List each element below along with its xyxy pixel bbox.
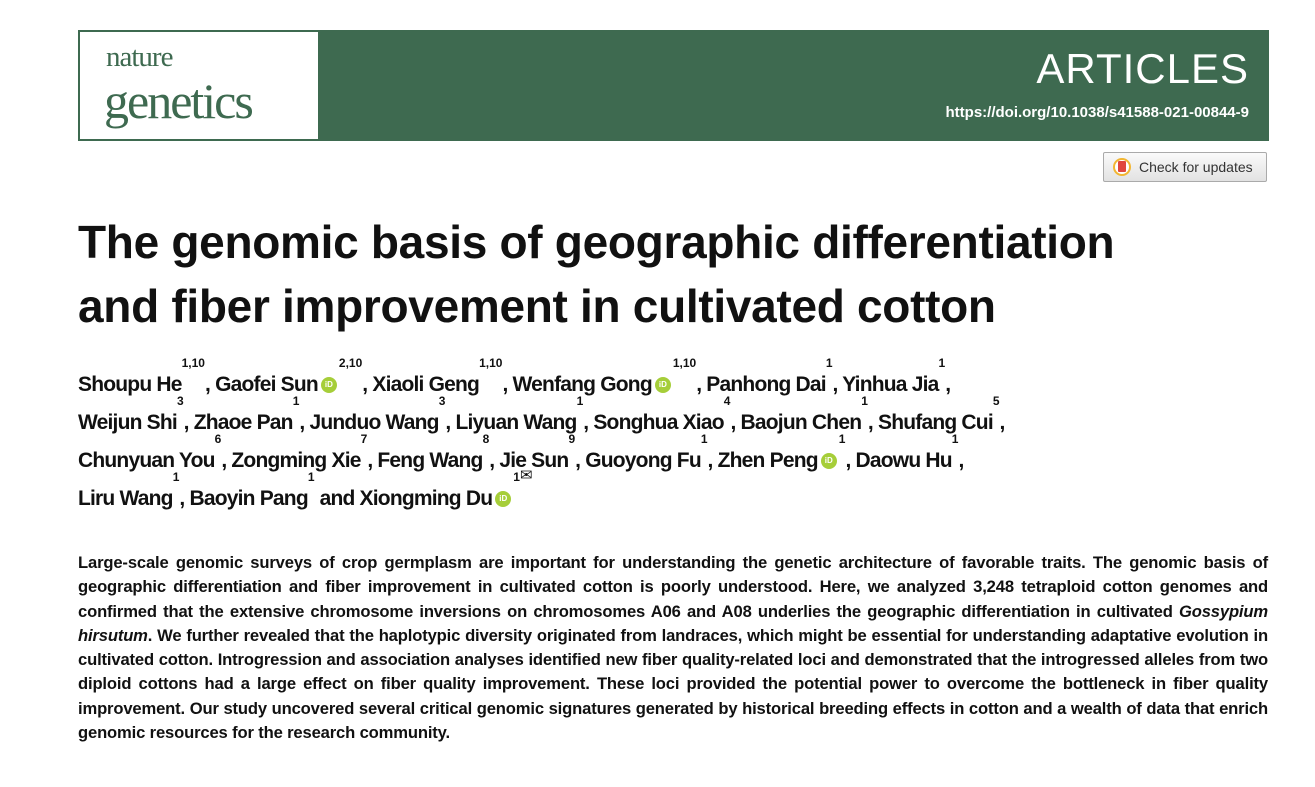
affiliation-sup[interactable]: 1 [700, 432, 708, 446]
author-separator: , [945, 373, 951, 396]
author-separator: , [445, 411, 456, 434]
orcid-icon[interactable]: iD [820, 453, 837, 470]
author-name[interactable]: Feng Wang [377, 449, 483, 472]
affiliation-sup[interactable]: 1 [292, 394, 300, 408]
journal-logo[interactable]: nature genetics [80, 32, 318, 139]
author-separator: , [299, 411, 310, 434]
author-list: Shoupu He1,10, Gaofei Sun iD2,10, Xiaoli … [78, 357, 1298, 518]
author-name[interactable]: Shoupu He [78, 373, 182, 396]
author-name[interactable]: Xiaoli Geng [372, 373, 480, 396]
author-name[interactable]: Songhua Xiao [593, 411, 724, 434]
affiliation-sup[interactable]: 7 [360, 432, 368, 446]
author-name[interactable]: Zhaoe Pan [193, 411, 294, 434]
mail-icon[interactable]: ✉ [519, 467, 533, 484]
author-name[interactable]: Chunyuan You [78, 449, 215, 472]
journal-banner: nature genetics ARTICLES https://doi.org… [78, 30, 1269, 141]
author-separator: , [999, 411, 1006, 434]
affiliation-sup[interactable]: 6 [214, 432, 222, 446]
affiliation-sup[interactable]: 9 [568, 432, 576, 446]
author-separator: , [958, 449, 964, 472]
author-name[interactable]: Shufang Cui [878, 411, 994, 434]
author-name[interactable]: Yinhua Jia [842, 373, 939, 396]
author-separator: , [183, 411, 194, 434]
author-name[interactable]: Zhen Peng [717, 449, 819, 472]
author-name[interactable]: Baojun Chen [740, 411, 863, 434]
crossmark-icon [1113, 158, 1131, 176]
author-name[interactable]: Jie Sun [499, 449, 569, 472]
affiliation-sup[interactable]: 2,10 [338, 356, 363, 370]
check-for-updates-button[interactable]: Check for updates [1103, 152, 1267, 182]
author-name[interactable]: Gaofei Sun [215, 373, 319, 396]
author-separator: , [367, 449, 378, 472]
abstract: Large-scale genomic surveys of crop germ… [78, 551, 1268, 745]
author-name[interactable]: Xiongming Du [359, 487, 494, 510]
affiliation-sup[interactable]: 1 [513, 470, 520, 484]
author-separator: , [707, 449, 718, 472]
author-separator: , [845, 449, 856, 472]
affiliation-sup[interactable]: 1,10 [181, 356, 205, 370]
abstract-part2: . We further revealed that the haplotypi… [78, 625, 1268, 743]
orcid-icon[interactable]: iD [495, 491, 512, 508]
author-separator: , [489, 449, 500, 472]
affiliation-sup[interactable]: 1,10 [672, 356, 697, 370]
author-separator: , [502, 373, 513, 396]
section-label: ARTICLES [1036, 45, 1249, 92]
affiliation-sup[interactable]: 5 [992, 394, 1000, 408]
affiliation-sup[interactable]: 3 [176, 394, 184, 408]
abstract-part1: Large-scale genomic surveys of crop germ… [78, 553, 1268, 621]
author-separator: , [221, 449, 232, 472]
author-separator: , [204, 373, 216, 396]
author-separator: , [730, 411, 741, 434]
affiliation-sup[interactable]: 1 [838, 432, 846, 446]
author-separator: , [696, 373, 707, 396]
author-name[interactable]: Weijun Shi [78, 411, 178, 434]
author-separator: , [575, 449, 586, 472]
author-separator: , [179, 487, 190, 510]
author-name[interactable]: Liru Wang [78, 487, 173, 510]
title-line2: and fiber improvement in cultivated cott… [78, 280, 996, 332]
orcid-icon[interactable]: iD [320, 377, 337, 394]
affiliation-sup[interactable]: 1 [307, 470, 315, 484]
article-title: The genomic basis of geographic differen… [78, 210, 1115, 338]
author-name[interactable]: Guoyong Fu [585, 449, 701, 472]
logo-line2: genetics [104, 73, 254, 129]
author-separator: and [314, 487, 360, 510]
affiliation-sup[interactable]: 4 [723, 394, 731, 408]
author-separator: , [362, 373, 373, 396]
affiliation-sup[interactable]: 1 [172, 470, 180, 484]
author-name[interactable]: Liyuan Wang [455, 411, 577, 434]
affiliation-sup[interactable]: 1 [576, 394, 584, 408]
doi-link[interactable]: https://doi.org/10.1038/s41588-021-00844… [945, 104, 1250, 121]
affiliation-sup[interactable]: 1 [825, 356, 833, 370]
affiliation-sup[interactable]: 1,10 [479, 356, 503, 370]
affiliation-sup[interactable]: 1 [861, 394, 868, 408]
logo-line1: nature [106, 41, 173, 73]
author-name[interactable]: Zongming Xie [231, 449, 361, 472]
author-separator: , [583, 411, 594, 434]
author-name[interactable]: Panhong Dai [706, 373, 826, 396]
author-name[interactable]: Junduo Wang [309, 411, 439, 434]
author-separator: , [867, 411, 878, 434]
title-line1: The genomic basis of geographic differen… [78, 216, 1115, 268]
affiliation-sup[interactable]: 1 [951, 432, 959, 446]
check-for-updates-label: Check for updates [1139, 159, 1253, 175]
author-name[interactable]: Baoyin Pang [189, 487, 308, 510]
affiliation-sup[interactable]: 1 [938, 356, 946, 370]
abstract-species: Gossypium hirsutum [78, 601, 1268, 645]
affiliation-sup[interactable]: 8 [482, 432, 490, 446]
author-name[interactable]: Daowu Hu [855, 449, 953, 472]
author-name[interactable]: Wenfang Gong [512, 373, 653, 396]
orcid-icon[interactable]: iD [654, 377, 671, 394]
author-separator: , [832, 373, 843, 396]
affiliation-sup[interactable]: 3 [438, 394, 446, 408]
